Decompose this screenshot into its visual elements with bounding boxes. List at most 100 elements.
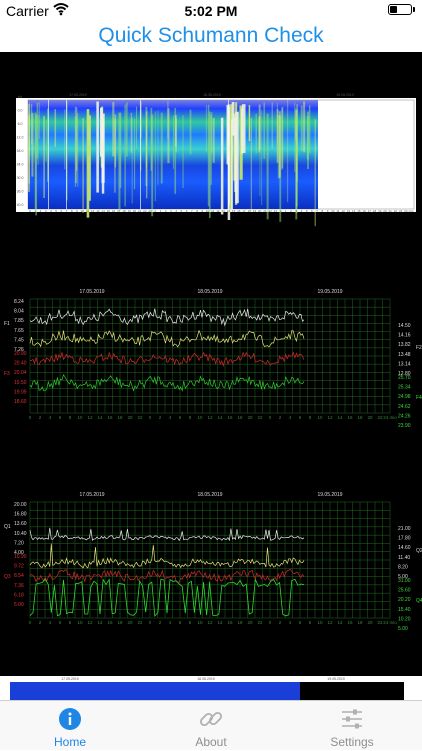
chart-hour-tick: 16 — [227, 620, 233, 625]
chart-hour-tick: 12 — [87, 620, 93, 625]
spectrogram-hour-tick: 6 — [60, 209, 62, 213]
spectrogram-hour-tick: 13 — [96, 209, 100, 213]
info-icon — [59, 708, 81, 730]
spectrogram-hour-tick: 10 — [81, 209, 85, 213]
carrier-label: Carrier — [6, 3, 49, 19]
spectrogram-hour-tick: 21 — [389, 209, 393, 213]
chart-hour-tick: 14 — [97, 415, 103, 420]
tab-about[interactable]: About — [141, 701, 281, 751]
axis-label-green: 25.70 — [398, 375, 411, 381]
q-factor-chart: 17.05.2019 18.05.2019 19.05.2019 20.00 16.8… — [4, 492, 422, 632]
chart-hour-tick: 16 — [107, 415, 113, 420]
amplitude-date-label: 19.05.2019 — [327, 677, 345, 681]
spectrogram-hour-tick: 23 — [148, 209, 152, 213]
chart-hour-tick: 20 — [247, 415, 253, 420]
amplitude-date-label: 18.05.2019 — [197, 677, 215, 681]
status-bar: Carrier 5:02 PM — [0, 0, 422, 22]
chart-date-label: 19.05.2019 — [317, 289, 342, 295]
spectrogram-hour-tick: 18 — [122, 209, 126, 213]
chart-hour-tick: 12 — [327, 415, 333, 420]
axis-label-white: 7.26 — [14, 347, 24, 353]
axis-label-red: 20.04 — [14, 370, 27, 376]
chart-hour-tick: 16 — [347, 415, 353, 420]
axis-label-green: 24.62 — [398, 404, 411, 410]
axis-label-red: 10.90 — [14, 554, 27, 560]
chart-hour-tick: 24 mio — [383, 620, 397, 625]
chart-hour-tick: 0 — [269, 415, 272, 420]
chart-hour-tick: 20 — [127, 415, 133, 420]
spectrogram-hour-tick: 8 — [196, 209, 198, 213]
axis-label-white: 7.85 — [14, 318, 24, 324]
chart-hour-tick: 6 — [299, 620, 302, 625]
chart-area[interactable]: Hz 0.0 6.0 12.0 18.0 24.0 30.0 36.0 40.0 17.05.2… — [0, 52, 422, 700]
axis-label-white-right: 5.00 — [398, 574, 408, 580]
series-label: Q2 — [416, 548, 422, 554]
spectrogram-hour-tick: 7 — [191, 209, 193, 213]
tab-home-label: Home — [53, 735, 86, 749]
tab-home[interactable]: Home — [0, 701, 140, 751]
axis-label-red: 19.50 — [14, 380, 27, 386]
spectrogram-hour-tick: 5 — [306, 209, 308, 213]
spectrogram-hour-tick: 16 — [112, 209, 116, 213]
chart-hour-tick: 4 — [49, 620, 52, 625]
spectrogram-hour-tick: 18 — [248, 209, 252, 213]
spectrogram-date-label: 18.05.2019 — [203, 93, 221, 97]
chart-hour-tick: 18 — [357, 620, 363, 625]
axis-label-white-right: 21.00 — [398, 526, 411, 532]
chart-hour-tick: 4 — [289, 415, 292, 420]
chart-hour-tick: 18 — [237, 620, 243, 625]
chart-hour-tick: 2 — [279, 620, 282, 625]
spectrogram-hour-tick: 3 — [170, 209, 172, 213]
spectrogram-hour-tick: 12 — [342, 209, 346, 213]
spectrogram-hour-tick: 10 — [331, 209, 335, 213]
chart-hour-tick: 24 mio — [383, 415, 397, 420]
spectrogram-hour-tick: 1 — [285, 209, 287, 213]
series-label: F4 — [416, 395, 422, 401]
chart-hour-tick: 20 — [247, 620, 253, 625]
axis-label-red: 5.00 — [14, 602, 24, 608]
spectrogram-date-label: 17.05.2019 — [69, 93, 87, 97]
axis-label-white-right: 13.14 — [398, 361, 411, 367]
axis-label-green: 10.20 — [398, 616, 411, 622]
chart-hour-tick: 22 — [377, 415, 383, 420]
axis-label-green: 20.20 — [398, 597, 411, 603]
axis-label-white-right: 8.20 — [398, 564, 408, 570]
spectrogram-hour-tick: 7 — [316, 209, 318, 213]
chart-hour-tick: 14 — [217, 415, 223, 420]
chart-hour-tick: 22 — [377, 620, 383, 625]
chart-hour-tick: 4 — [169, 620, 172, 625]
chart-hour-tick: 0 — [269, 620, 272, 625]
axis-label-white-right: 12.80 — [398, 371, 411, 377]
axis-label-green: 24.26 — [398, 413, 411, 419]
chart-hour-tick: 2 — [39, 415, 42, 420]
axis-label-white-right: 14.60 — [398, 545, 411, 551]
spectrogram-hz-label: 6.0 — [18, 122, 23, 126]
spectrogram-date-label: 19.05.2019 — [336, 93, 354, 97]
chart-hour-tick: 12 — [207, 415, 213, 420]
axis-label-white: 4.00 — [14, 550, 24, 556]
spectrogram-hour-tick: 17 — [368, 209, 372, 213]
tab-settings-label: Settings — [330, 735, 374, 749]
spectrogram-hour-tick: 18 — [373, 209, 377, 213]
spectrogram-hour-tick: 13 — [347, 209, 351, 213]
spectrogram-hour-tick: 20 — [258, 209, 262, 213]
spectrogram-hour-tick: 14 — [101, 209, 105, 213]
spectrogram-hour-tick: 15 — [232, 209, 236, 213]
axis-label-green: 25.34 — [398, 385, 411, 391]
axis-label-red: 7.36 — [14, 583, 24, 589]
spectrogram-hour-tick: 17 — [117, 209, 121, 213]
series-label: F3 — [4, 371, 10, 377]
chart-hour-tick: 10 — [197, 620, 203, 625]
series-label: Q4 — [416, 598, 422, 604]
axis-label-white: 16.80 — [14, 512, 27, 518]
spectrogram-hour-tick: 21 — [263, 209, 267, 213]
spectrogram-hz-label: Hz — [18, 95, 23, 99]
battery-icon — [388, 4, 415, 15]
chart-hour-tick: 4 — [289, 620, 292, 625]
tab-settings[interactable]: Settings — [282, 701, 422, 751]
series-label: Q3 — [4, 574, 11, 580]
chart-hour-tick: 0 — [149, 620, 152, 625]
chart-date-label: 19.05.2019 — [317, 492, 342, 498]
chart-hour-tick: 6 — [179, 415, 182, 420]
series-label: F2 — [416, 345, 422, 351]
